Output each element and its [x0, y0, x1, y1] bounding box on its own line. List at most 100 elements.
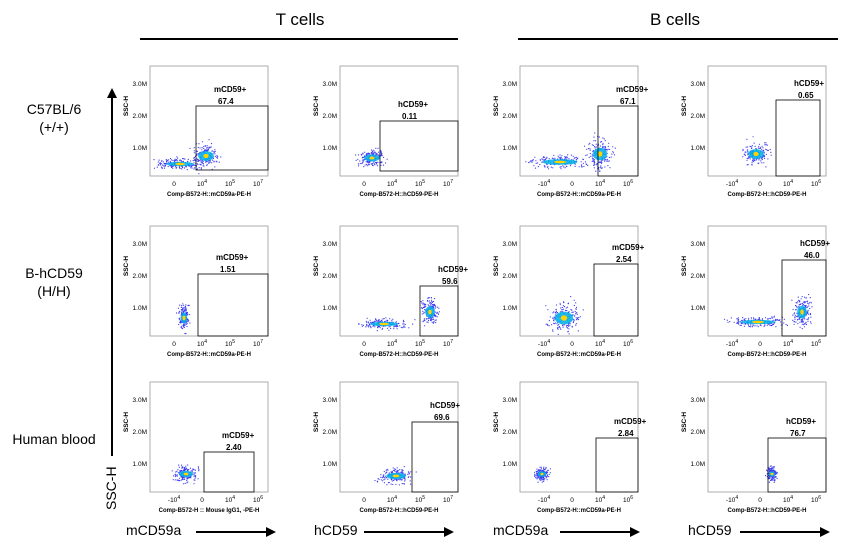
- x-tick-label: 0: [758, 341, 762, 348]
- y-tick-label: 3.0M: [323, 241, 337, 248]
- x-axis-title: Comp-B572-H::mCD59a-PE-H: [167, 352, 251, 358]
- x-axis-label-hcd59-b: hCD59: [688, 522, 732, 538]
- x-tick-label: 105: [225, 179, 235, 188]
- x-axis-title: Comp-B572-H::hCD59-PE-H: [727, 508, 806, 514]
- y-tick-label: 3.0M: [133, 81, 147, 88]
- row-label-human-blood: Human blood: [0, 430, 108, 448]
- y-axis-title: SSC-H: [681, 256, 688, 277]
- y-axis-title: SSC-H: [681, 96, 688, 117]
- x-tick-label: 0: [570, 341, 574, 348]
- event-dots: [742, 136, 772, 168]
- x-tick-label: 105: [415, 495, 425, 504]
- x-tick-label: 106: [253, 495, 263, 504]
- y-axis-title: SSC-H: [493, 412, 500, 433]
- y-axis-title: SSC-H: [493, 96, 500, 117]
- x-tick-label: 105: [415, 179, 425, 188]
- y-tick-label: 3.0M: [133, 397, 147, 404]
- event-dots: [355, 147, 388, 168]
- x-tick-label: 104: [783, 339, 793, 348]
- y-tick-label: 3.0M: [323, 81, 337, 88]
- gate-label: mCD59+: [616, 85, 649, 94]
- y-axis-title: SSC-H: [313, 256, 320, 277]
- x-tick-label: 107: [253, 339, 263, 348]
- gate-rectangle: [781, 259, 827, 337]
- y-axis-title: SSC-H: [313, 96, 320, 117]
- row-label-line1: B-hCD59: [25, 265, 83, 281]
- x-tick-label: 107: [443, 339, 453, 348]
- x-tick-label: 107: [443, 179, 453, 188]
- y-tick-label: 1.0M: [133, 145, 147, 152]
- gate-label: hCD59+: [800, 239, 830, 248]
- x-tick-label: 0: [570, 497, 574, 504]
- x-tick-label: -104: [726, 339, 738, 348]
- gate-rectangle: [767, 437, 827, 493]
- y-axis-title: SSC-H: [493, 256, 500, 277]
- x-tick-label: 104: [595, 179, 605, 188]
- x-axis-title: Comp-B572-H::mCD59a-PE-H: [537, 508, 621, 514]
- flow-plot-r1-c2: mCD59+ 2.54 1.0M 2.0M 3.0M SSC-H -104 0 104 106Co…: [493, 225, 645, 358]
- flow-plot-r1-c0: mCD59+ 1.51 1.0M 2.0M 3.0M SSC-H 0 104 105 107Com…: [123, 225, 269, 358]
- gate-percentage: 67.1: [620, 97, 636, 106]
- y-tick-label: 1.0M: [323, 461, 337, 468]
- x-tick-label: 105: [415, 339, 425, 348]
- flow-plot-r2-c1: hCD59+ 69.6 1.0M 2.0M 3.0M SSC-H 0 104 105 107 Com…: [313, 381, 460, 514]
- x-tick-label: -104: [168, 495, 180, 504]
- gate-percentage: 2.84: [618, 429, 634, 438]
- x-axis-title: Comp-B572-H::hCD59-PE-H: [359, 352, 438, 358]
- x-tick-label: 106: [811, 495, 821, 504]
- row-label-line2: (+/+): [39, 119, 69, 135]
- x-axis-label-mcd59a-b: mCD59a: [493, 522, 549, 538]
- flow-plot-r2-c0: mCD59+ 2.40 1.0M 2.0M 3.0M SSC-H -104 0 104 106 Co…: [123, 381, 269, 514]
- gate-label: mCD59+: [216, 253, 249, 262]
- y-axis-title: SSC-H: [313, 412, 320, 433]
- x-tick-label: -104: [726, 179, 738, 188]
- flow-plot-r1-c3: hCD59+ 46.0 1.0M 2.0M 3.0M SSC-H -104 0 104 106 Co…: [681, 225, 830, 358]
- x-axis-title: Comp-B572-H::hCD59-PE-H: [359, 508, 438, 514]
- plot-frame: [149, 225, 269, 337]
- y-axis-arrow: [107, 88, 117, 456]
- y-tick-label: 2.0M: [133, 113, 147, 120]
- x-tick-label: 0: [758, 497, 762, 504]
- gate-percentage: 59.6: [442, 277, 458, 286]
- gate-percentage: 2.40: [226, 443, 242, 452]
- x-axis-arrow: [196, 527, 276, 537]
- plot-frame: [339, 225, 459, 337]
- x-tick-label: 0: [758, 181, 762, 188]
- flow-plot-r0-c1: hCD59+ 0.11 1.0M 2.0M 3.0M SSC-H 0 104 105 107 Com…: [313, 65, 459, 198]
- row-label-line1: C57BL/6: [26, 101, 82, 117]
- x-tick-label: 104: [595, 495, 605, 504]
- y-tick-label: 1.0M: [133, 461, 147, 468]
- row-label-line2: (H/H): [37, 283, 71, 299]
- x-tick-label: 0: [362, 181, 366, 188]
- gate-percentage: 2.54: [616, 255, 632, 264]
- y-tick-label: 1.0M: [323, 145, 337, 152]
- x-tick-label: 104: [595, 339, 605, 348]
- y-axis-label: SSC-H: [103, 466, 119, 510]
- x-tick-label: 106: [623, 179, 633, 188]
- y-tick-label: 3.0M: [691, 81, 705, 88]
- gate-rectangle: [197, 273, 269, 337]
- x-tick-label: 0: [362, 497, 366, 504]
- x-tick-label: -104: [538, 179, 550, 188]
- y-tick-label: 3.0M: [691, 397, 705, 404]
- x-axis-title: Comp-B572-H::mCD59a-PE-H: [537, 352, 621, 358]
- x-tick-label: 105: [225, 339, 235, 348]
- gate-label: hCD59+: [794, 79, 824, 88]
- y-tick-label: 1.0M: [133, 305, 147, 312]
- y-tick-label: 2.0M: [691, 273, 705, 280]
- group-underline-t-cells: [140, 38, 458, 40]
- gate-percentage: 46.0: [804, 251, 820, 260]
- x-tick-label: 106: [623, 495, 633, 504]
- row-label-c57bl6: C57BL/6 (+/+): [0, 100, 108, 136]
- x-axis-title: Comp-B572-H::mCD59a-PE-H: [167, 192, 251, 198]
- plot-frame: [149, 381, 269, 493]
- x-axis-title: Comp-B572-H::hCD59-PE-H: [359, 192, 438, 198]
- event-dots: [723, 293, 813, 330]
- y-axis-title: SSC-H: [123, 96, 130, 117]
- gate-label: hCD59+: [438, 265, 468, 274]
- x-axis-title: Comp-B572-H::hCD59-PE-H: [727, 352, 806, 358]
- x-tick-label: 107: [443, 495, 453, 504]
- gate-rectangle: [597, 105, 639, 177]
- x-tick-label: 104: [783, 179, 793, 188]
- y-tick-label: 1.0M: [503, 145, 517, 152]
